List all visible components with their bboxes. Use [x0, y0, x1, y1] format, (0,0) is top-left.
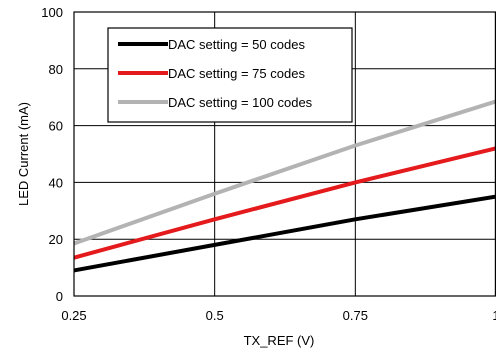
y-tick-label: 20	[49, 232, 63, 247]
x-tick-label: 0.25	[61, 308, 86, 323]
series-line	[73, 99, 496, 246]
y-tick-label: 80	[49, 62, 63, 77]
y-tick-label: 0	[56, 289, 63, 304]
x-tick-label: 1	[492, 308, 496, 323]
y-tick-label: 60	[49, 119, 63, 134]
y-tick-label: 100	[41, 5, 63, 20]
series-line	[73, 146, 496, 260]
y-tick-label: 40	[49, 175, 63, 190]
series-line	[73, 194, 496, 273]
legend-label: DAC setting = 50 codes	[168, 37, 305, 52]
axis-ticks: 0.25 0.5 0.75 1 0 20 40 60 80 100	[41, 5, 496, 323]
x-axis-label: TX_REF (V)	[244, 333, 315, 348]
y-axis-label: LED Current (mA)	[16, 102, 31, 206]
legend-label: DAC setting = 100 codes	[168, 95, 313, 110]
legend-label: DAC setting = 75 codes	[168, 66, 305, 81]
legend: DAC setting = 50 codes DAC setting = 75 c…	[107, 27, 353, 123]
plot-frame	[73, 11, 496, 297]
x-tick-label: 0.5	[206, 308, 224, 323]
series-lines	[73, 99, 496, 273]
x-tick-label: 0.75	[343, 308, 368, 323]
